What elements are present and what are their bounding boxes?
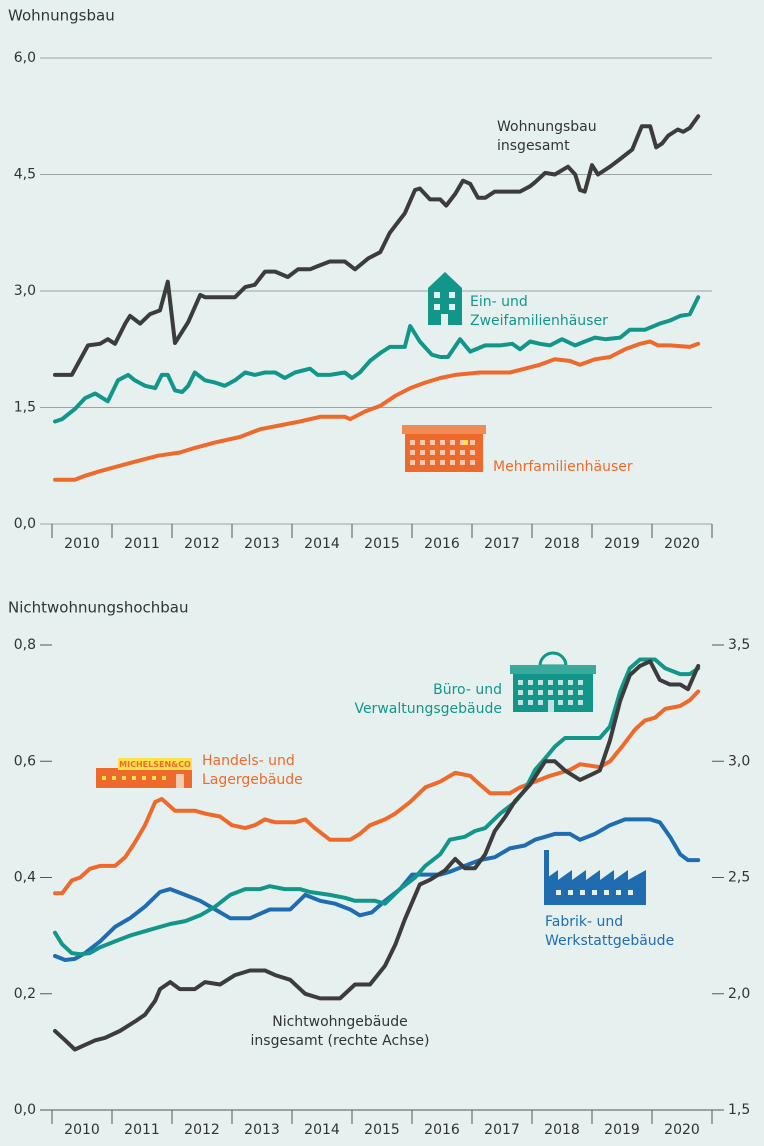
x-tick-label: 2010 — [64, 1122, 100, 1138]
annotation: Büro- und — [433, 682, 502, 698]
x-tick-label: 2017 — [484, 536, 520, 552]
shop-icon: MICHELSEN&CO — [96, 758, 192, 788]
x-tick-label: 2016 — [424, 536, 460, 552]
x-tick-label: 2014 — [304, 536, 340, 552]
y2-tick-label: 1,5 — [728, 1102, 750, 1118]
y-tick-label: 0,6 — [14, 753, 36, 769]
y-tick-label: 0,4 — [14, 870, 36, 886]
annotation: Nichtwohngebäude — [272, 1014, 408, 1030]
x-tick-label: 2011 — [124, 1122, 160, 1138]
x-tick-label: 2019 — [604, 1122, 640, 1138]
x-tick-label: 2016 — [424, 1122, 460, 1138]
annotation: Zweifamilienhäuser — [470, 313, 608, 329]
series-line — [53, 339, 701, 482]
x-tick-label: 2018 — [544, 1122, 580, 1138]
annotation: Mehrfamilienhäuser — [493, 459, 633, 475]
y-tick-label: 0,0 — [14, 1102, 36, 1118]
x-tick-label: 2013 — [244, 536, 280, 552]
x-tick-label: 2018 — [544, 536, 580, 552]
annotation: insgesamt — [497, 138, 570, 154]
x-tick-label: 2017 — [484, 1122, 520, 1138]
annotation: Lagergebäude — [202, 772, 303, 788]
shop-sign: MICHELSEN&CO — [119, 760, 191, 769]
office-icon — [510, 651, 596, 712]
chart-layer: Wohnungsbau 0,0 1,5 3,0 4,5 6,0 2010 2011 2012 20… — [8, 7, 750, 1139]
annotation: Ein- und — [470, 294, 528, 310]
annotation: Fabrik- und — [545, 914, 623, 930]
house-icon — [428, 272, 462, 325]
x-tick-label: 2012 — [184, 536, 220, 552]
annotation: insgesamt (rechte Achse) — [251, 1033, 430, 1049]
series-line — [53, 659, 701, 1052]
panel-title: Nichtwohnungshochbau — [8, 599, 189, 617]
series-line — [53, 295, 701, 424]
y-tick-label: 6,0 — [14, 50, 36, 66]
y-tick-label: 0,2 — [14, 986, 36, 1002]
y-tick-label: 4,5 — [14, 167, 36, 183]
series-line — [53, 689, 701, 896]
x-tick-label: 2019 — [604, 536, 640, 552]
y2-tick-label: 2,5 — [728, 870, 750, 886]
x-tick-label: 2015 — [364, 1122, 400, 1138]
series-line — [53, 657, 701, 957]
annotation: Handels- und — [202, 753, 295, 769]
x-tick-label: 2015 — [364, 536, 400, 552]
x-tick-label: 2020 — [664, 1122, 700, 1138]
annotation: Wohnungsbau — [497, 119, 597, 135]
x-tick-label: 2012 — [184, 1122, 220, 1138]
y2-tick-label: 2,0 — [728, 986, 750, 1002]
y-tick-label: 1,5 — [14, 400, 36, 416]
x-tick-label: 2011 — [124, 536, 160, 552]
y2-tick-label: 3,5 — [728, 637, 750, 653]
x-tick-label: 2010 — [64, 536, 100, 552]
y-tick-label: 0,8 — [14, 637, 36, 653]
x-tick-label: 2013 — [244, 1122, 280, 1138]
y2-tick-label: 3,0 — [728, 753, 750, 769]
apartment-icon — [402, 425, 486, 472]
x-tick-label: 2014 — [304, 1122, 340, 1138]
annotation: Werkstattgebäude — [545, 933, 674, 949]
series-line — [53, 114, 701, 377]
panel-title: Wohnungsbau — [8, 7, 115, 25]
x-tick-label: 2020 — [664, 536, 700, 552]
y-tick-label: 3,0 — [14, 283, 36, 299]
series-line — [53, 817, 701, 962]
factory-icon — [544, 850, 646, 905]
annotation: Verwaltungsgebäude — [354, 701, 502, 717]
y-tick-label: 0,0 — [14, 516, 36, 532]
